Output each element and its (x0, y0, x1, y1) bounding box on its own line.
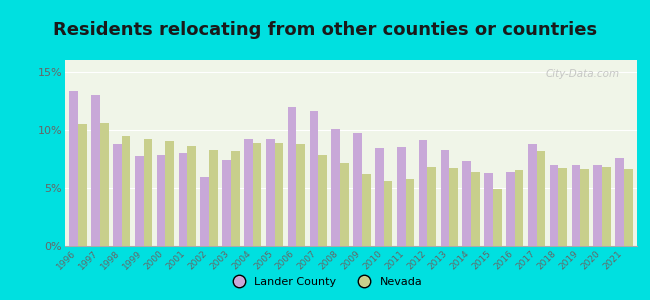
Bar (419, 140, 428, 246)
Bar (580, 169, 589, 246)
Bar (231, 151, 240, 246)
Bar (340, 164, 349, 246)
Bar (100, 123, 109, 246)
Bar (593, 165, 602, 246)
Bar (200, 177, 209, 246)
Bar (550, 165, 558, 246)
Bar (318, 155, 327, 246)
Bar (332, 129, 340, 246)
Bar (528, 144, 536, 246)
Bar (449, 168, 458, 246)
Bar (462, 161, 471, 246)
Bar (122, 136, 131, 246)
Bar (384, 181, 393, 246)
Bar (288, 106, 296, 246)
Bar (515, 170, 523, 246)
Text: Residents relocating from other counties or countries: Residents relocating from other counties… (53, 21, 597, 39)
Bar (428, 167, 436, 246)
Bar (536, 151, 545, 246)
Bar (362, 174, 370, 246)
Bar (406, 178, 414, 246)
Bar (166, 141, 174, 246)
Bar (615, 158, 624, 246)
Bar (222, 160, 231, 246)
Bar (157, 155, 166, 246)
Bar (135, 157, 144, 246)
Bar (484, 173, 493, 246)
Text: City-Data.com: City-Data.com (546, 69, 620, 79)
Bar (493, 189, 502, 246)
Bar (471, 172, 480, 246)
Bar (274, 142, 283, 246)
Bar (602, 167, 611, 246)
Bar (91, 95, 100, 246)
Bar (506, 172, 515, 246)
Bar (144, 139, 152, 246)
Bar (558, 168, 567, 246)
Bar (244, 139, 253, 246)
Bar (624, 169, 632, 246)
Bar (70, 92, 78, 246)
Bar (296, 144, 305, 246)
Bar (441, 149, 449, 246)
Bar (113, 144, 122, 246)
Bar (266, 139, 274, 246)
Bar (187, 146, 196, 246)
Bar (397, 147, 406, 246)
Bar (253, 142, 261, 246)
Bar (179, 153, 187, 246)
Bar (375, 148, 383, 246)
Bar (209, 149, 218, 246)
Bar (571, 165, 580, 246)
Bar (353, 133, 362, 246)
Legend: Lander County, Nevada: Lander County, Nevada (223, 273, 427, 291)
Bar (78, 124, 87, 246)
Bar (309, 111, 318, 246)
